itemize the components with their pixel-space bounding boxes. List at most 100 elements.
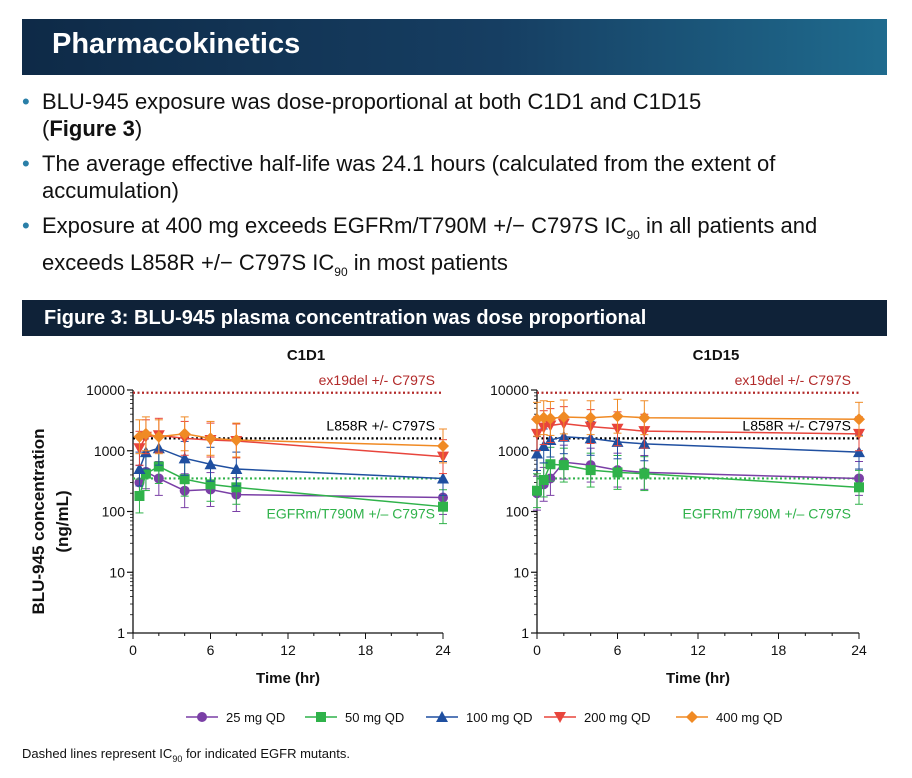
- data-point: [230, 434, 243, 447]
- data-point: [179, 474, 190, 485]
- y-tick-label: 10: [109, 564, 125, 580]
- bullet-text: in most patients: [347, 250, 508, 275]
- data-point: [178, 427, 191, 440]
- data-point: [611, 410, 624, 423]
- data-point: [153, 461, 164, 472]
- data-point: [133, 463, 146, 475]
- data-point: [854, 482, 864, 493]
- x-tick-label: 6: [614, 642, 622, 658]
- legend-marker: [197, 712, 207, 722]
- data-point: [438, 501, 448, 512]
- figure-caption: Figure 3: BLU-945 plasma concentration w…: [44, 307, 647, 329]
- legend-marker: [554, 712, 566, 723]
- x-tick-label: 18: [358, 642, 374, 658]
- y-tick-label: 100: [506, 504, 530, 520]
- reference-line-label: ex19del +/- C797S: [319, 372, 435, 388]
- legend-label: 400 mg QD: [716, 710, 782, 725]
- data-point: [558, 460, 569, 471]
- bullet-dot: •: [22, 89, 30, 114]
- data-point: [205, 479, 216, 490]
- data-point: [204, 458, 217, 470]
- legend-marker: [316, 712, 326, 722]
- x-tick-label: 12: [280, 642, 296, 658]
- footnote: Dashed lines represent IC90 for indicate…: [22, 746, 350, 764]
- data-point: [537, 411, 550, 424]
- data-point: [544, 412, 557, 425]
- data-point: [545, 459, 556, 470]
- bullet-text: Exposure at 400 mg exceeds EGFRm/T790M +…: [42, 213, 627, 238]
- panel-title: C1D15: [693, 347, 740, 364]
- legend-marker: [436, 711, 448, 722]
- x-tick-label: 18: [771, 642, 787, 658]
- legend-label: 25 mg QD: [226, 710, 285, 725]
- y-tick-label: 1: [117, 625, 125, 641]
- reference-line-label: EGFRm/T790M +/– C797S: [267, 505, 435, 521]
- data-point: [531, 447, 543, 459]
- data-point: [134, 490, 145, 501]
- data-point: [537, 439, 550, 451]
- footnote-text: Dashed lines represent IC: [22, 746, 173, 761]
- bullet-text: in all patients and exceeds L858R +/− C7…: [42, 213, 818, 275]
- data-point: [140, 468, 151, 479]
- x-axis-label: Time (hr): [256, 670, 320, 687]
- y-axis-label: BLU-945 concentration: [29, 428, 48, 614]
- subscript: 90: [626, 228, 640, 242]
- panel-title: C1D1: [287, 347, 325, 364]
- data-point: [557, 410, 570, 423]
- data-point: [437, 439, 449, 452]
- y-tick-label: 1000: [94, 443, 125, 459]
- bullet-dot: •: [22, 213, 30, 238]
- y-tick-label: 1: [521, 625, 529, 641]
- data-point: [853, 446, 865, 458]
- data-point: [532, 485, 542, 496]
- data-point: [230, 463, 243, 475]
- bullet-item: • Exposure at 400 mg exceeds EGFRm/T790M…: [22, 212, 892, 286]
- data-point: [437, 472, 449, 484]
- y-tick-label: 10: [513, 564, 529, 580]
- data-point: [231, 482, 242, 493]
- y-axis-label: (ng/mL): [53, 490, 72, 552]
- data-point: [538, 475, 549, 486]
- y-tick-label: 10000: [490, 382, 529, 398]
- data-point: [639, 468, 650, 479]
- bullet-text: BLU-945 exposure was dose-proportional a…: [42, 89, 702, 114]
- bullet-text: The average effective half-life was 24.1…: [42, 151, 776, 203]
- data-point: [585, 465, 596, 476]
- bullet-figure-ref: Figure 3: [49, 116, 135, 141]
- reference-line-label: EGFRm/T790M +/– C797S: [683, 505, 851, 521]
- legend-label: 100 mg QD: [466, 710, 532, 725]
- x-tick-label: 12: [690, 642, 706, 658]
- data-point: [612, 467, 623, 478]
- data-point: [853, 413, 865, 426]
- footnote-text: for indicated EGFR mutants.: [182, 746, 350, 761]
- reference-line-label: ex19del +/- C797S: [735, 372, 851, 388]
- data-point: [638, 411, 651, 424]
- series-line: [536, 435, 860, 455]
- x-tick-label: 0: [533, 642, 541, 658]
- y-tick-label: 10000: [86, 382, 125, 398]
- y-tick-label: 1000: [498, 443, 529, 459]
- x-tick-label: 24: [435, 642, 451, 658]
- bullet-item: • The average effective half-life was 24…: [22, 150, 892, 204]
- figure-caption-bar: Figure 3: BLU-945 plasma concentration w…: [22, 300, 887, 336]
- data-point: [204, 432, 217, 445]
- data-point: [584, 411, 597, 424]
- bullet-dot: •: [22, 151, 30, 176]
- subscript: 90: [334, 265, 348, 279]
- reference-line-label: L858R +/- C797S: [326, 417, 435, 433]
- y-tick-label: 100: [102, 504, 126, 520]
- legend-marker: [686, 711, 698, 723]
- subscript: 90: [172, 754, 183, 764]
- x-tick-label: 6: [207, 642, 215, 658]
- bullet-item: • BLU-945 exposure was dose-proportional…: [22, 89, 702, 141]
- x-axis-label: Time (hr): [666, 670, 730, 687]
- reference-line-label: L858R +/- C797S: [742, 417, 851, 433]
- x-tick-label: 0: [129, 642, 137, 658]
- data-point: [178, 452, 191, 464]
- data-point: [152, 430, 165, 443]
- bullet-list: • BLU-945 exposure was dose-proportional…: [22, 88, 892, 294]
- x-tick-label: 24: [851, 642, 867, 658]
- data-point: [139, 427, 152, 440]
- legend-label: 200 mg QD: [584, 710, 650, 725]
